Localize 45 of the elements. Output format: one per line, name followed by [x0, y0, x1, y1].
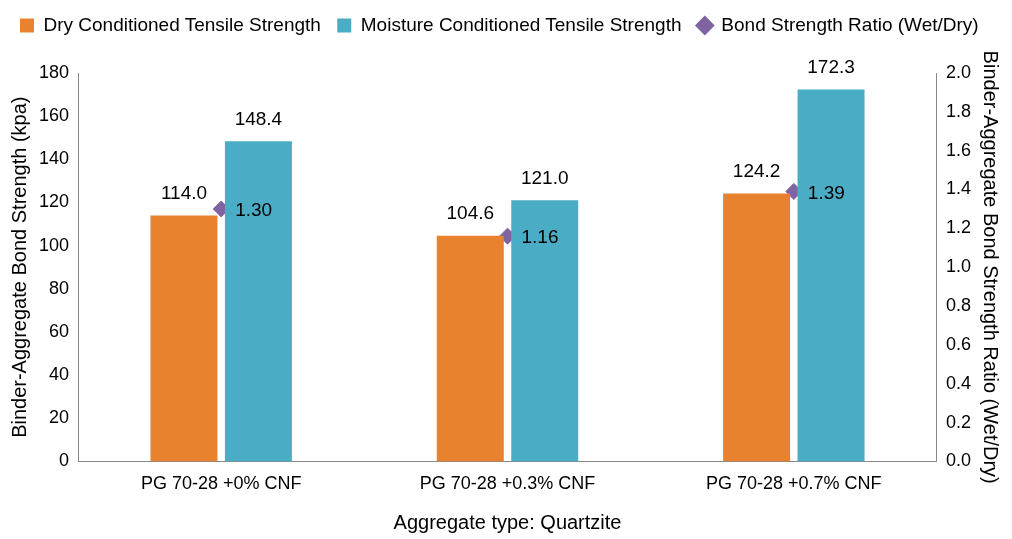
data-label: 1.30 — [235, 199, 273, 221]
y-tick-label: 0 — [59, 450, 70, 471]
data-label: 124.2 — [732, 160, 781, 182]
y-tick-label: 80 — [49, 277, 70, 298]
y-tick-label: 140 — [38, 148, 70, 169]
y2-tick-label: 2.0 — [945, 61, 972, 82]
y-tick-label: 40 — [49, 364, 70, 385]
data-label: 114.0 — [160, 182, 208, 204]
y2-tick-label: 1.2 — [945, 217, 972, 238]
y-tick-label: 160 — [38, 105, 70, 126]
y2-tick-label: 1.6 — [945, 139, 972, 160]
y-tick-label: 100 — [38, 234, 70, 255]
y2-tick-label: 0.6 — [945, 333, 972, 354]
y2-tick-label: 0.2 — [945, 411, 972, 432]
y-axis-title: Binder-Aggregate Bond Strength (kpa) — [7, 96, 30, 438]
data-label: 104.6 — [446, 202, 495, 224]
data-label: 1.16 — [521, 226, 559, 248]
x-tick-label: PG 70-28 +0.3% CNF — [419, 473, 596, 494]
y2-tick-label: 1.8 — [945, 100, 972, 121]
x-axis-title: Aggregate type: Quartzite — [393, 510, 622, 533]
bar — [436, 235, 504, 462]
y-tick-label: 120 — [38, 191, 70, 212]
y-tick-label: 60 — [49, 320, 70, 341]
y-tick-label: 180 — [38, 61, 70, 82]
y2-axis-title: Binder-Aggregate Bond Strength Ratio (Wet/Dry) — [980, 50, 1003, 484]
bar — [224, 141, 292, 462]
x-tick-label: PG 70-28 +0.7% CNF — [706, 473, 882, 494]
bar — [511, 200, 579, 462]
legend-label: Bond Strength Ratio (Wet/Dry) — [721, 13, 979, 35]
data-label: 1.39 — [807, 181, 845, 203]
x-tick-label: PG 70-28 +0% CNF — [140, 473, 302, 494]
legend-label: Dry Conditioned Tensile Strength — [43, 13, 321, 35]
data-label: 148.4 — [234, 107, 283, 129]
bar — [150, 215, 218, 462]
y2-tick-label: 1.0 — [945, 256, 972, 277]
data-label: 121.0 — [520, 167, 569, 189]
y2-tick-label: 1.4 — [945, 178, 972, 199]
y2-tick-label: 0.0 — [945, 450, 972, 471]
legend-label: Moisture Conditioned Tensile Strength — [360, 13, 682, 35]
data-label: 172.3 — [807, 56, 855, 78]
y2-tick-label: 0.8 — [945, 295, 972, 316]
y2-tick-label: 0.4 — [945, 372, 972, 393]
bar — [723, 193, 791, 462]
bar — [797, 89, 865, 462]
y-tick-label: 20 — [49, 407, 70, 428]
